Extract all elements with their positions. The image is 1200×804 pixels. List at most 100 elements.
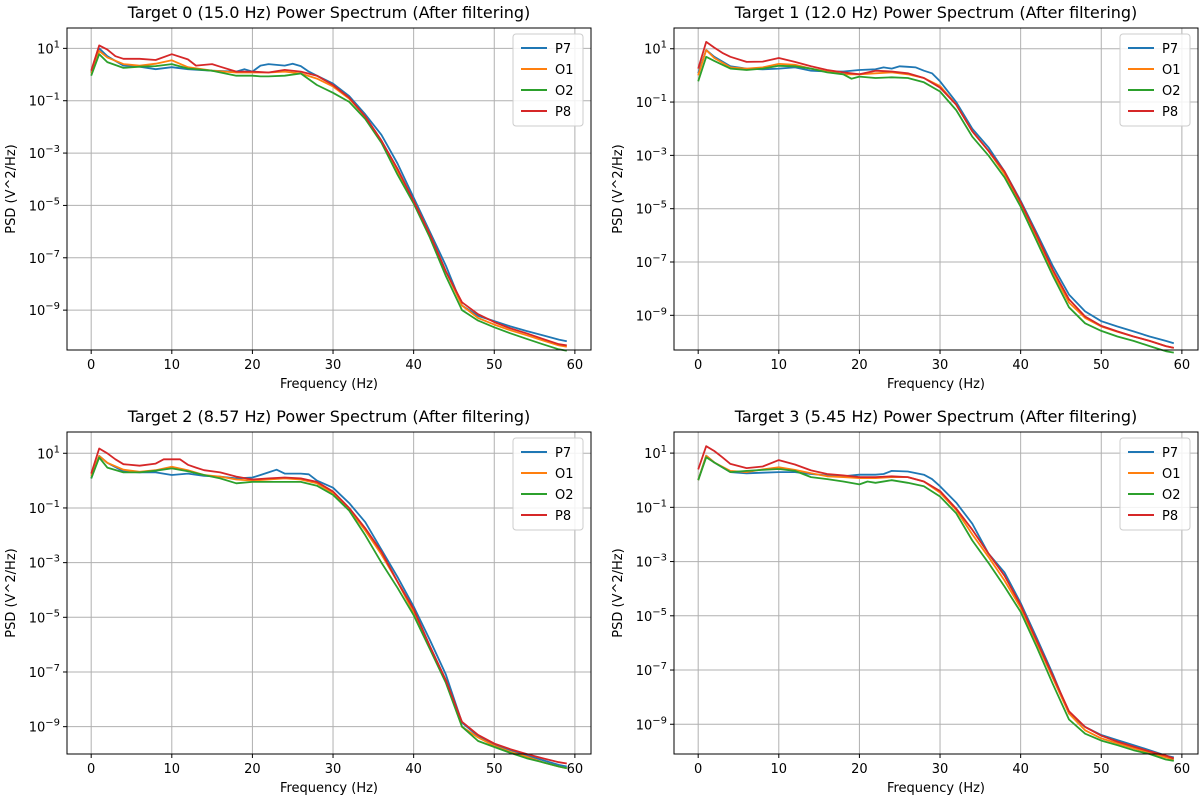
series-line-o1	[90, 50, 567, 348]
x-tick-label: 0	[694, 358, 702, 373]
x-tick-label: 40	[405, 358, 422, 373]
series-line-o1	[90, 455, 567, 770]
x-axis-label: Frequency (Hz)	[280, 377, 378, 392]
x-axis-label: Frequency (Hz)	[280, 781, 378, 796]
y-tick-label: 10−5	[29, 196, 60, 214]
series-line-o2	[90, 53, 567, 352]
x-tick-label: 0	[87, 358, 95, 373]
y-tick-label: 10−1	[29, 92, 60, 110]
legend-label: P7	[1162, 42, 1178, 57]
legend-box	[1119, 33, 1191, 127]
chart-title: Target 0 (15.0 Hz) Power Spectrum (After…	[127, 3, 531, 22]
subplot-0: 0 10 20 30 40 50 60 101 10−1 10−3 10−5 10−7 10−9 Targ…	[4, 3, 592, 392]
legend-label: O1	[555, 63, 574, 78]
series-line-p8	[90, 44, 567, 347]
legend-box	[512, 33, 584, 127]
x-tick-label: 30	[325, 358, 342, 373]
legend-label: P8	[555, 509, 571, 524]
x-tick-label: 30	[932, 762, 949, 777]
chart-title: Target 3 (5.45 Hz) Power Spectrum (After…	[734, 407, 1138, 426]
x-tick-label: 20	[244, 358, 261, 373]
subplot-1: 0 10 20 30 40 50 60 101 10−1 10−3 10−5 10−7 10−9 Targ…	[611, 3, 1199, 392]
legend-label: P7	[555, 42, 571, 57]
x-tick-label: 60	[1174, 358, 1191, 373]
y-tick-label: 101	[37, 39, 60, 57]
y-tick-label: 10−3	[636, 553, 667, 571]
legend-label: O1	[555, 467, 574, 482]
y-tick-label: 101	[37, 444, 60, 462]
x-tick-label: 20	[851, 762, 868, 777]
subplot-2: 0 10 20 30 40 50 60 101 10−1 10−3 10−5 10−7 10−9 Targ…	[4, 407, 592, 796]
x-tick-label: 60	[567, 762, 584, 777]
y-tick-label: 10−1	[29, 499, 60, 517]
y-tick-label: 10−9	[29, 718, 60, 736]
series-group	[697, 41, 1175, 354]
y-tick-label: 10−7	[636, 253, 667, 271]
y-axis-label: PSD (V^2/Hz)	[4, 144, 19, 233]
legend-label: O2	[555, 84, 574, 99]
legend: P7 O1 O2 P8	[512, 437, 584, 531]
axes-frame	[66, 431, 592, 755]
x-tick-label: 10	[771, 762, 788, 777]
legend-label: P7	[555, 446, 571, 461]
y-tick-label: 10−5	[636, 200, 667, 218]
series-group	[90, 447, 567, 770]
legend: P7 O1 O2 P8	[1119, 437, 1191, 531]
legend: P7 O1 O2 P8	[1119, 33, 1191, 127]
series-group	[697, 445, 1175, 762]
legend-box	[512, 437, 584, 531]
y-tick-label: 10−1	[636, 93, 667, 111]
legend-label: P8	[555, 105, 571, 120]
series-line-p7	[90, 47, 567, 343]
x-tick-label: 40	[405, 762, 422, 777]
y-tick-label: 10−3	[636, 146, 667, 164]
y-tick-label: 10−9	[636, 306, 667, 324]
series-line-p7	[697, 454, 1174, 759]
x-tick-label: 30	[932, 358, 949, 373]
y-tick-label: 10−7	[636, 661, 667, 679]
x-tick-label: 40	[1012, 358, 1029, 373]
y-tick-label: 10−3	[29, 144, 60, 162]
series-line-o1	[697, 454, 1175, 761]
legend-label: P8	[1162, 509, 1178, 524]
legend-label: O2	[1162, 488, 1181, 503]
x-axis-label: Frequency (Hz)	[887, 377, 985, 392]
y-tick-label: 101	[644, 40, 667, 58]
series-line-o1	[697, 49, 1174, 349]
series-group	[90, 44, 567, 352]
legend: P7 O1 O2 P8	[512, 33, 584, 127]
legend-label: O2	[555, 488, 574, 503]
series-line-o2	[697, 456, 1174, 762]
x-tick-label: 10	[164, 762, 181, 777]
y-tick-label: 10−5	[636, 607, 667, 625]
x-tick-label: 30	[325, 762, 342, 777]
legend-label: O2	[1162, 84, 1181, 99]
x-tick-label: 50	[1093, 358, 1110, 373]
x-tick-label: 60	[1174, 762, 1191, 777]
series-line-o2	[90, 456, 567, 770]
x-tick-label: 50	[486, 762, 503, 777]
x-axis-label: Frequency (Hz)	[887, 781, 985, 796]
y-tick-label: 10−9	[636, 715, 667, 733]
series-line-p7	[90, 455, 567, 768]
subplot-3: 0 10 20 30 40 50 60 101 10−1 10−3 10−5 10−7 10−9 Targ…	[611, 407, 1199, 796]
y-axis-label: PSD (V^2/Hz)	[611, 144, 626, 233]
chart-title: Target 1 (12.0 Hz) Power Spectrum (After…	[734, 3, 1138, 22]
legend-label: O1	[1162, 63, 1181, 78]
axes-frame	[66, 27, 592, 351]
x-tick-label: 10	[164, 358, 181, 373]
y-tick-label: 10−1	[636, 498, 667, 516]
y-axis-label: PSD (V^2/Hz)	[611, 548, 626, 637]
x-tick-label: 40	[1012, 762, 1029, 777]
legend-label: P8	[1162, 105, 1178, 120]
x-tick-label: 20	[851, 358, 868, 373]
y-tick-label: 10−3	[29, 554, 60, 572]
x-tick-label: 60	[567, 358, 584, 373]
y-tick-label: 10−5	[29, 608, 60, 626]
y-tick-label: 101	[644, 444, 667, 462]
series-line-p8	[90, 447, 567, 765]
series-line-o2	[697, 55, 1174, 354]
x-tick-label: 0	[87, 762, 95, 777]
